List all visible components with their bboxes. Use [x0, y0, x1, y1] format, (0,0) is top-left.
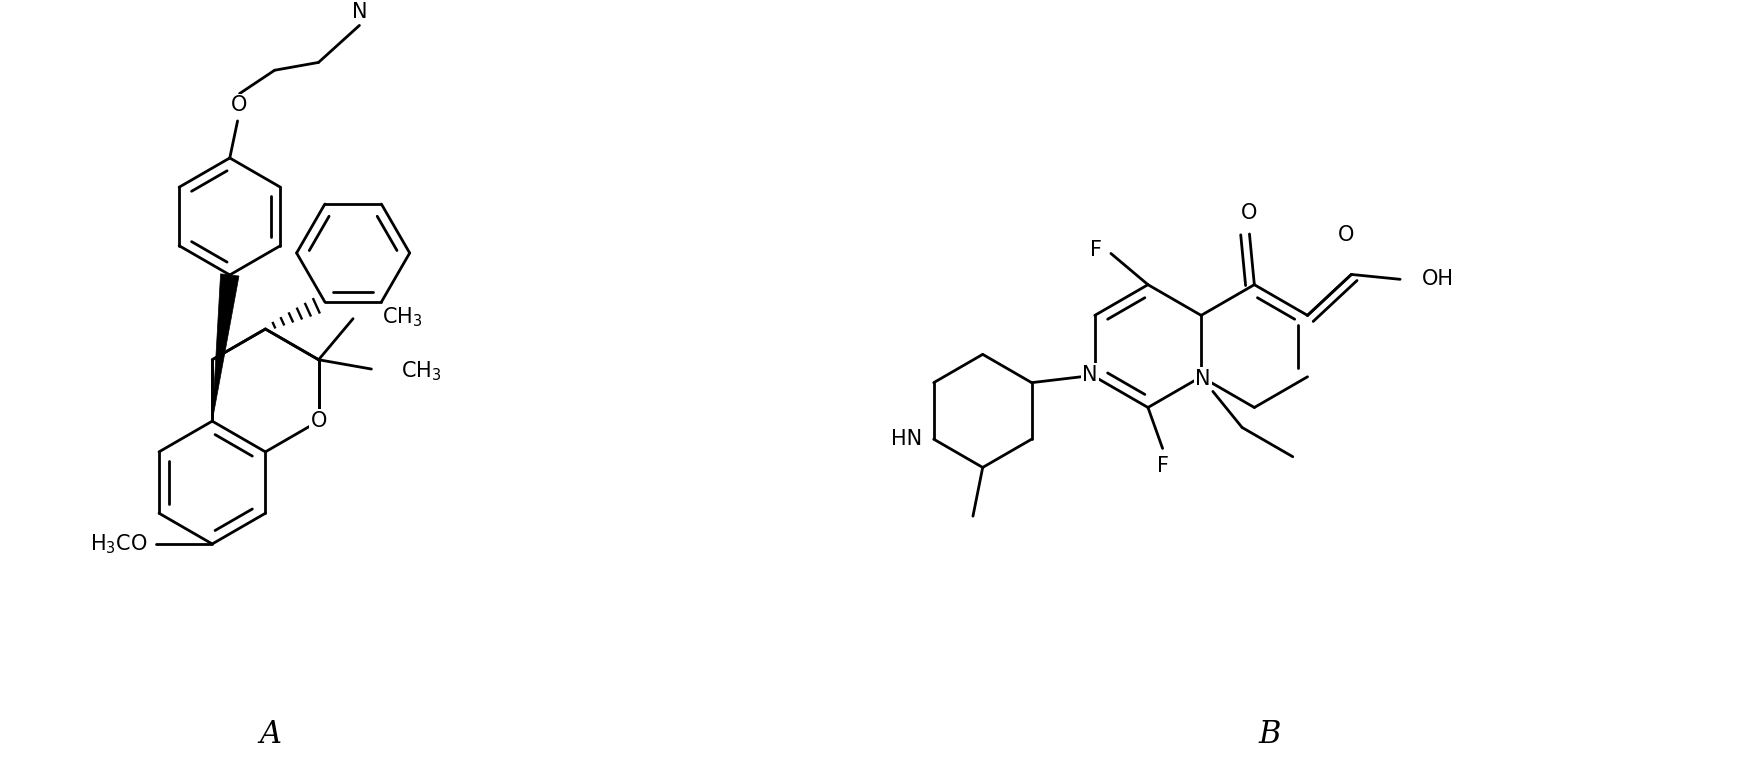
Text: CH$_3$: CH$_3$ — [400, 359, 440, 382]
Text: OH: OH — [1421, 270, 1454, 290]
Text: A: A — [260, 719, 282, 750]
Text: O: O — [310, 411, 326, 431]
Text: N: N — [1082, 365, 1098, 385]
Text: O: O — [1242, 203, 1258, 223]
Text: F: F — [1156, 456, 1168, 476]
Text: N: N — [351, 2, 367, 22]
Text: O: O — [232, 95, 247, 115]
Text: B: B — [1259, 719, 1280, 750]
Text: H$_3$CO: H$_3$CO — [89, 532, 147, 556]
Polygon shape — [212, 274, 239, 421]
Text: F: F — [1091, 240, 1102, 260]
Text: N: N — [1196, 369, 1210, 389]
Text: CH$_3$: CH$_3$ — [382, 305, 423, 329]
Text: HN: HN — [891, 429, 923, 449]
Text: O: O — [1338, 226, 1354, 246]
